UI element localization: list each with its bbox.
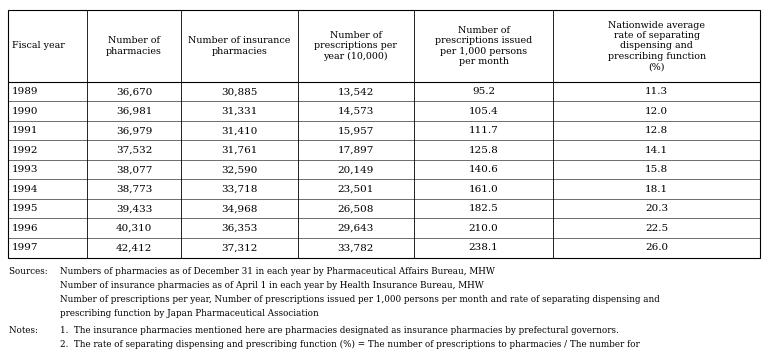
Text: 14.1: 14.1 (645, 146, 668, 155)
Text: 20,149: 20,149 (338, 165, 374, 174)
Text: 1.  The insurance pharmacies mentioned here are pharmacies designated as insuran: 1. The insurance pharmacies mentioned he… (60, 326, 619, 335)
Text: 15,957: 15,957 (338, 126, 374, 135)
Text: Nationwide average
rate of separating
dispensing and
prescribing function
(%): Nationwide average rate of separating di… (607, 21, 706, 71)
Text: 17,897: 17,897 (338, 146, 374, 155)
Text: 14,573: 14,573 (338, 107, 374, 116)
Text: Number of
pharmacies: Number of pharmacies (106, 36, 162, 56)
Text: 37,532: 37,532 (116, 146, 152, 155)
Text: 15.8: 15.8 (645, 165, 668, 174)
Text: 1995: 1995 (12, 204, 38, 213)
Text: 1990: 1990 (12, 107, 38, 116)
Text: Number of
prescriptions issued
per 1,000 persons
per month: Number of prescriptions issued per 1,000… (435, 26, 532, 66)
Text: prescribing function by Japan Pharmaceutical Association: prescribing function by Japan Pharmaceut… (60, 309, 319, 318)
Text: 140.6: 140.6 (468, 165, 498, 174)
Text: 111.7: 111.7 (468, 126, 498, 135)
Text: Number of prescriptions per year, Number of prescriptions issued per 1,000 perso: Number of prescriptions per year, Number… (60, 295, 660, 304)
Text: Sources:: Sources: (9, 268, 51, 277)
Text: 125.8: 125.8 (468, 146, 498, 155)
Text: 39,433: 39,433 (116, 204, 152, 213)
Text: Number of insurance
pharmacies: Number of insurance pharmacies (188, 36, 290, 56)
Text: 161.0: 161.0 (468, 185, 498, 194)
Text: 33,718: 33,718 (221, 185, 257, 194)
Text: 31,761: 31,761 (221, 146, 257, 155)
Text: Number of
prescriptions per
year (10,000): Number of prescriptions per year (10,000… (314, 31, 397, 61)
Text: 31,331: 31,331 (221, 107, 257, 116)
Text: Number of insurance pharmacies as of April 1 in each year by Health Insurance Bu: Number of insurance pharmacies as of Apr… (60, 281, 484, 290)
Text: 12.0: 12.0 (645, 107, 668, 116)
Text: 33,782: 33,782 (338, 243, 374, 252)
Text: 1994: 1994 (12, 185, 38, 194)
Text: Notes:: Notes: (9, 326, 41, 335)
Text: 105.4: 105.4 (468, 107, 498, 116)
Text: 238.1: 238.1 (468, 243, 498, 252)
Text: 13,542: 13,542 (338, 87, 374, 96)
Text: 26,508: 26,508 (338, 204, 374, 213)
Text: 20.3: 20.3 (645, 204, 668, 213)
Text: 2.  The rate of separating dispensing and prescribing function (%) = The number : 2. The rate of separating dispensing and… (60, 339, 640, 348)
Text: 95.2: 95.2 (472, 87, 495, 96)
Text: 40,310: 40,310 (116, 224, 152, 233)
Text: 30,885: 30,885 (221, 87, 257, 96)
Text: 22.5: 22.5 (645, 224, 668, 233)
Text: 36,353: 36,353 (221, 224, 257, 233)
Text: 1997: 1997 (12, 243, 38, 252)
Text: 26.0: 26.0 (645, 243, 668, 252)
Text: 37,312: 37,312 (221, 243, 257, 252)
Text: 36,981: 36,981 (116, 107, 152, 116)
Text: 12.8: 12.8 (645, 126, 668, 135)
Text: 36,979: 36,979 (116, 126, 152, 135)
Text: 38,077: 38,077 (116, 165, 152, 174)
Text: 34,968: 34,968 (221, 204, 257, 213)
Text: 1991: 1991 (12, 126, 38, 135)
Text: Numbers of pharmacies as of December 31 in each year by Pharmaceutical Affairs B: Numbers of pharmacies as of December 31 … (60, 268, 495, 277)
Text: 18.1: 18.1 (645, 185, 668, 194)
Text: 1992: 1992 (12, 146, 38, 155)
Text: 1989: 1989 (12, 87, 38, 96)
Text: 182.5: 182.5 (468, 204, 498, 213)
Text: 38,773: 38,773 (116, 185, 152, 194)
Text: Fiscal year: Fiscal year (12, 42, 65, 50)
Text: 1993: 1993 (12, 165, 38, 174)
Text: 210.0: 210.0 (468, 224, 498, 233)
Text: 29,643: 29,643 (338, 224, 374, 233)
Text: 31,410: 31,410 (221, 126, 257, 135)
Text: 23,501: 23,501 (338, 185, 374, 194)
Text: 32,590: 32,590 (221, 165, 257, 174)
Bar (8, 10, 760, 258)
Text: 11.3: 11.3 (645, 87, 668, 96)
Text: 42,412: 42,412 (116, 243, 152, 252)
Text: 36,670: 36,670 (116, 87, 152, 96)
Text: 1996: 1996 (12, 224, 38, 233)
